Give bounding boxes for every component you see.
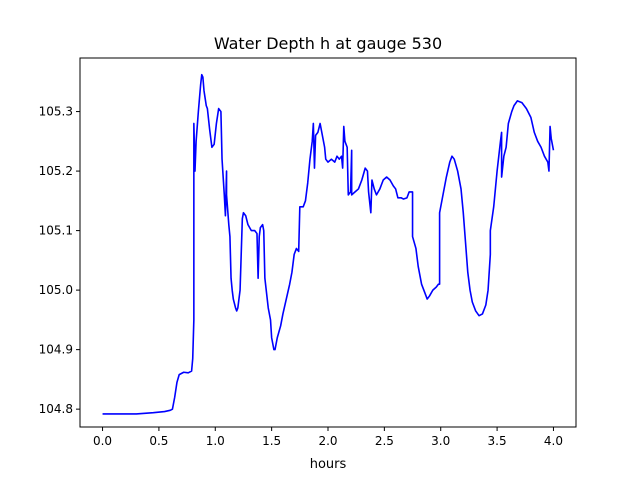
x-tick-label: 1.5 (262, 434, 281, 448)
x-tick-label: 3.5 (488, 434, 507, 448)
x-tick-label: 2.5 (375, 434, 394, 448)
y-tick-label: 105.1 (39, 224, 73, 238)
axes: 0.0 0.5 1.0 1.5 2.0 2.5 3.0 3.5 4.0 104.8 104.9 105… (39, 57, 577, 448)
x-axis-label: hours (310, 457, 347, 472)
y-tick-label: 105.0 (39, 283, 73, 297)
x-tick-label: 0.0 (93, 434, 112, 448)
x-tick-label: 1.0 (206, 434, 225, 448)
y-tick-label: 105.3 (39, 105, 73, 119)
y-tick-label: 105.2 (39, 164, 73, 178)
series-line-1 (102, 73, 555, 415)
x-tick-label: 4.0 (544, 434, 563, 448)
chart-title: Water Depth h at gauge 530 (214, 34, 442, 53)
y-tick-label: 104.8 (39, 402, 73, 416)
x-tick-label: 3.0 (431, 434, 450, 448)
plot-area (102, 73, 555, 415)
y-tick-label: 104.9 (39, 343, 73, 357)
x-tick-label: 2.0 (318, 434, 337, 448)
x-tick-label: 0.5 (149, 434, 168, 448)
